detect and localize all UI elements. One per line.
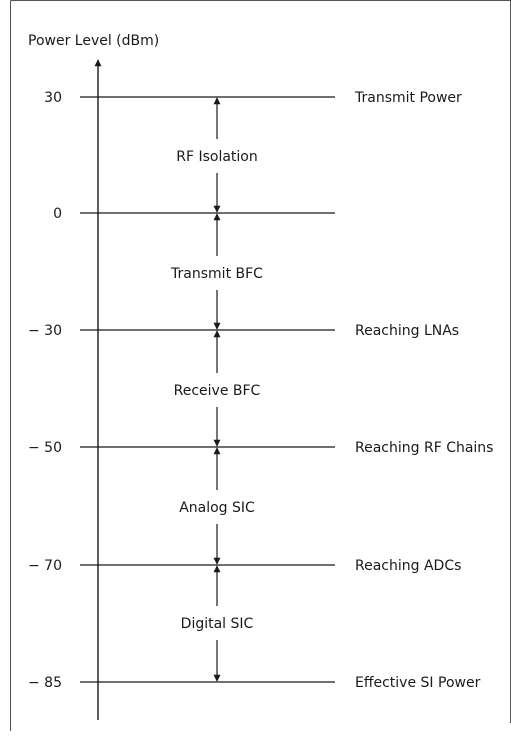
frame-border [10,0,511,723]
level-lines: 30 Transmit Power 0 − 30 Reaching LNAs − 50 Re… [28,90,493,691]
level-value: − 50 [28,440,62,456]
stage-label: RF Isolation [176,149,258,165]
level-label: Reaching LNAs [355,323,459,339]
level-label: Transmit Power [354,90,462,106]
stage-label: Digital SIC [181,616,254,632]
stage-label: Receive BFC [174,383,261,399]
level-label: Reaching ADCs [355,558,461,574]
level-value: − 85 [28,675,62,691]
level-label: Reaching RF Chains [355,440,493,456]
level-label: Effective SI Power [355,675,481,691]
axis-title: Power Level (dBm) [28,33,159,49]
stage-label: Transmit BFC [170,266,263,282]
level-value: − 30 [28,323,62,339]
level-value: − 70 [28,558,62,574]
level-value: 0 [53,206,62,222]
stage-label: Analog SIC [179,500,255,516]
attenuation-stages: RF Isolation Transmit BFC Receive BFC Analo… [170,97,263,682]
level-value: 30 [44,90,62,106]
